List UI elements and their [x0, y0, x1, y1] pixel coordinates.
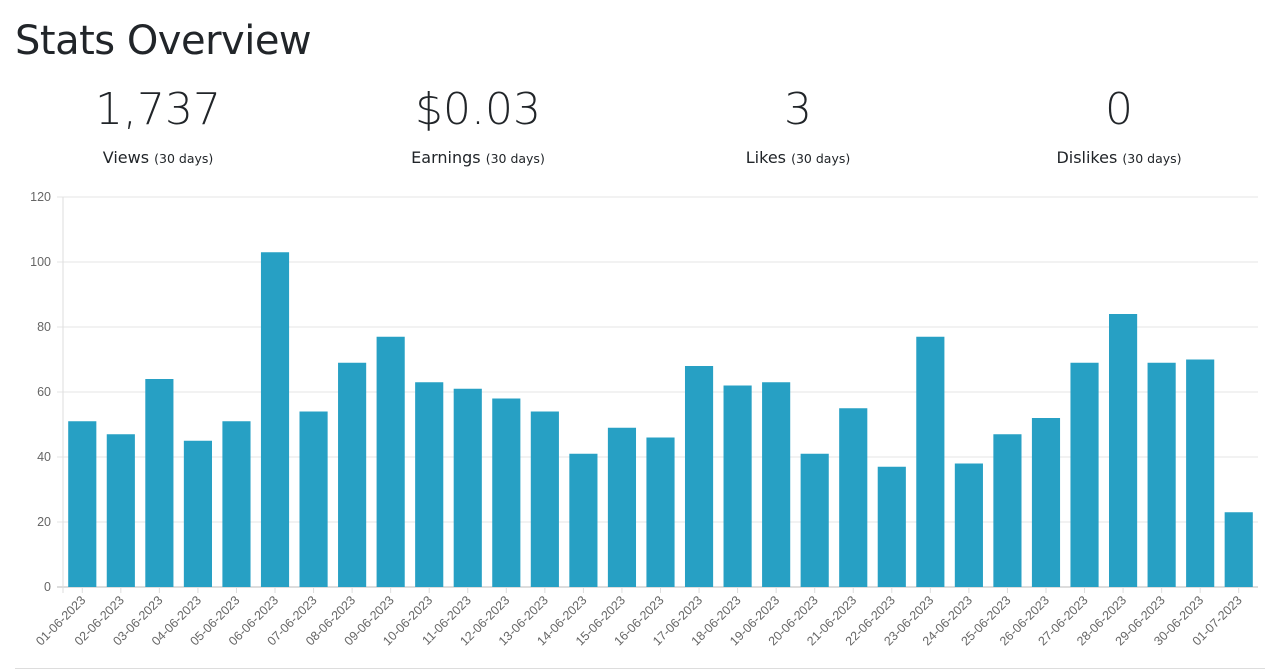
bar: [338, 362, 367, 587]
y-tick-label: 20: [37, 515, 51, 529]
stat-label: Views: [102, 148, 150, 167]
bar: [839, 408, 868, 587]
stat-likes: 3 Likes (30 days): [638, 82, 958, 167]
bar: [1109, 314, 1138, 587]
bar: [299, 411, 328, 587]
bar: [260, 252, 290, 587]
stat-period: (30 days): [791, 151, 851, 166]
stat-label: Likes: [745, 148, 786, 167]
stat-value: 3: [784, 84, 812, 135]
bar: [954, 463, 983, 587]
stat-period: (30 days): [485, 151, 545, 166]
stat-period: (30 days): [1122, 151, 1182, 166]
bar: [453, 388, 482, 587]
bar: [762, 382, 791, 587]
y-tick-label: 120: [30, 190, 51, 204]
y-tick-label: 80: [37, 320, 51, 334]
bar: [993, 434, 1022, 587]
bar: [222, 421, 251, 587]
bar: [800, 453, 829, 587]
bar: [145, 379, 174, 587]
bar: [68, 421, 97, 587]
bar: [569, 453, 598, 587]
bar: [415, 382, 444, 587]
stat-views: 1,737 Views (30 days): [0, 82, 318, 167]
bar: [1224, 512, 1253, 587]
bar: [646, 437, 675, 587]
stat-label: Dislikes: [1056, 148, 1118, 167]
bar: [1147, 362, 1176, 587]
stat-value: $0.03: [415, 84, 541, 135]
bar: [492, 398, 521, 587]
page-title: Stats Overview: [15, 18, 312, 64]
stat-earnings: $0.03 Earnings (30 days): [318, 82, 638, 167]
stat-period: (30 days): [154, 151, 214, 166]
y-tick-label: 100: [30, 255, 51, 269]
bar: [530, 411, 559, 587]
bar: [376, 336, 405, 587]
bar: [183, 440, 212, 587]
stat-dislikes: 0 Dislikes (30 days): [959, 82, 1279, 167]
y-tick-label: 40: [37, 450, 51, 464]
y-tick-label: 60: [37, 385, 51, 399]
bar: [106, 434, 135, 587]
bar: [916, 336, 945, 587]
stat-value: 0: [1105, 84, 1133, 135]
bar: [1186, 359, 1215, 587]
y-tick-label: 0: [44, 580, 51, 594]
bar: [607, 427, 637, 587]
bar: [1031, 418, 1061, 587]
bar: [723, 385, 752, 587]
stat-value: 1,737: [95, 84, 221, 135]
bar: [1070, 362, 1099, 587]
divider: [15, 668, 1265, 669]
stat-label: Earnings: [411, 148, 481, 167]
bar: [684, 366, 714, 587]
bar: [877, 466, 906, 587]
